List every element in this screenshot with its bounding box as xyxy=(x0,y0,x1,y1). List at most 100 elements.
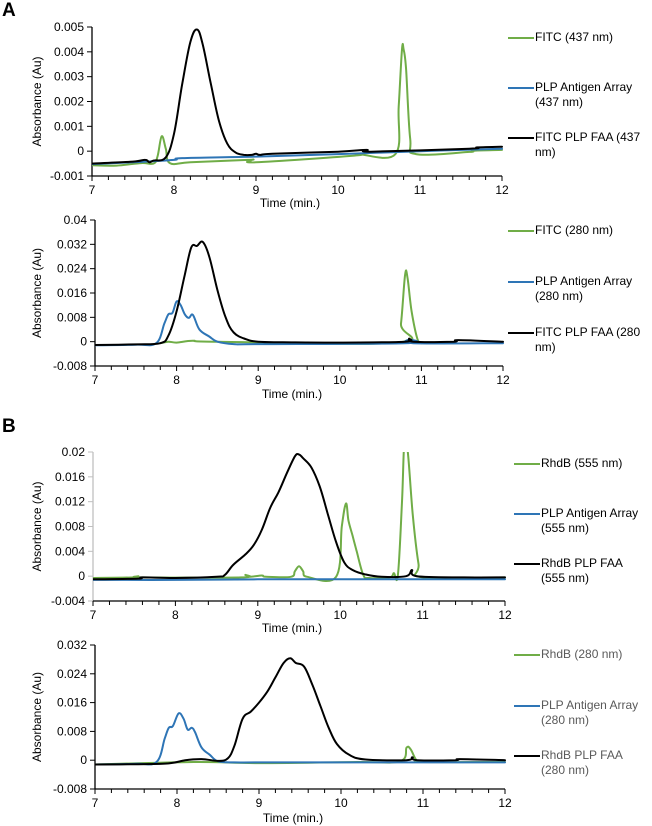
series-group xyxy=(95,657,506,766)
legend-item-faa-437: FITC PLP FAA (437 nm) xyxy=(508,130,652,160)
legend-label: PLP Antigen Array (555 nm) xyxy=(541,506,639,535)
series-line-blue xyxy=(95,712,506,766)
chart-b-280nm: -0.008 0 0.008 0.016 0.024 0.032 7 8 9 10 11 12 Time… xyxy=(30,638,512,825)
y-tick-label: 0.003 xyxy=(54,70,84,84)
legend-swatch-blue xyxy=(514,705,540,707)
legend-swatch-black xyxy=(514,563,540,565)
series-line-green xyxy=(92,42,503,167)
legend-label: PLP Antigen Array (437 nm) xyxy=(535,80,633,109)
legend-swatch-blue xyxy=(514,513,540,515)
x-tick-label: 11 xyxy=(414,183,427,197)
series-group xyxy=(95,240,504,347)
y-tick-label: 0.04 xyxy=(64,213,88,227)
y-tick-label: 0.008 xyxy=(55,520,85,534)
legend-item-plp-437: PLP Antigen Array (437 nm) xyxy=(508,80,652,110)
legend-label: FITC PLP FAA (437 nm) xyxy=(535,130,641,159)
y-tick-label: 0 xyxy=(80,335,87,349)
x-tick-label: 10 xyxy=(334,608,348,622)
y-tick-label: 0 xyxy=(78,569,85,583)
legend-swatch-black xyxy=(514,755,540,757)
x-tick-label: 9 xyxy=(254,608,261,622)
y-tick-label: 0.024 xyxy=(57,667,87,681)
x-tick-label: 10 xyxy=(334,796,348,810)
y-tick-label: 0.001 xyxy=(54,119,84,133)
x-tick-label: 12 xyxy=(498,796,512,810)
y-tick-label: 0.032 xyxy=(57,237,87,251)
x-tick-label: 12 xyxy=(495,183,509,197)
y-tick-label: 0 xyxy=(77,144,84,158)
legend-swatch-green xyxy=(514,654,540,656)
series-group xyxy=(93,452,506,583)
series-group xyxy=(92,28,503,167)
legend-item-plp-280b: PLP Antigen Array (280 nm) xyxy=(508,698,652,728)
legend-item-fitc-280: FITC (280 nm) xyxy=(508,223,652,238)
legend-swatch-black xyxy=(508,137,534,139)
legend-label: RhdB (555 nm) xyxy=(541,456,623,470)
legend-label: RhdB (280 nm) xyxy=(541,647,623,661)
panel-label-b: B xyxy=(2,416,16,437)
y-tick-label: 0 xyxy=(80,753,87,767)
x-tick-label: 7 xyxy=(92,796,99,810)
legend-item-faa-280b: RhdB PLP FAA (280 nm) xyxy=(508,748,652,778)
legend-swatch-green xyxy=(514,463,540,465)
x-tick-label: 8 xyxy=(173,373,180,387)
x-tick-label: 9 xyxy=(256,796,263,810)
series-line-black xyxy=(92,28,503,165)
legend-swatch-green xyxy=(508,37,534,39)
series-line-black xyxy=(95,240,504,346)
y-tick-label: -0.008 xyxy=(53,359,87,373)
y-tick-label: 0.016 xyxy=(57,696,87,710)
x-axis-title: Time (min.) xyxy=(262,621,322,635)
legend-label: FITC PLP FAA (280 nm) xyxy=(535,325,641,354)
legend-item-plp-280: PLP Antigen Array (280 nm) xyxy=(508,274,652,304)
panel-label-a: A xyxy=(2,0,16,21)
y-tick-label: -0.008 xyxy=(53,782,87,796)
legend-swatch-blue xyxy=(508,281,534,283)
y-axis-title: Absorbance (Au) xyxy=(30,248,44,338)
x-tick-label: 8 xyxy=(171,183,178,197)
legend-item-rhdb-555: RhdB (555 nm) xyxy=(508,456,652,471)
y-tick-label: 0.02 xyxy=(62,445,86,459)
legend-item-rhdb-280: RhdB (280 nm) xyxy=(508,647,652,662)
x-tick-label: 12 xyxy=(496,373,510,387)
chart-a-437nm: -0.001 0 0.001 0.002 0.003 0.004 0.005 7 8 9 10 11 1… xyxy=(30,20,509,210)
y-tick-label: 0.005 xyxy=(54,20,84,34)
series-line-black xyxy=(93,452,506,581)
x-tick-label: 8 xyxy=(174,796,181,810)
x-tick-label: 11 xyxy=(417,796,430,810)
legend-label: PLP Antigen Array (280 nm) xyxy=(535,274,633,303)
legend-label: RhdB PLP FAA (555 nm) xyxy=(541,556,623,585)
series-line-black xyxy=(95,657,506,766)
y-tick-label: 0.002 xyxy=(54,95,84,109)
legend-swatch-green xyxy=(508,230,534,232)
series-line-blue xyxy=(95,300,504,347)
x-tick-label: 9 xyxy=(255,373,262,387)
x-tick-label: 10 xyxy=(331,183,345,197)
legend-swatch-black xyxy=(508,332,534,334)
y-tick-label: 0.016 xyxy=(57,286,87,300)
legend-swatch-blue xyxy=(508,87,534,89)
y-tick-label: 0.004 xyxy=(54,45,84,59)
x-tick-label: 11 xyxy=(415,373,428,387)
legend-item-fitc-437: FITC (437 nm) xyxy=(508,30,652,45)
y-axis-title: Absorbance (Au) xyxy=(30,672,44,762)
x-axis-title: Time (min.) xyxy=(263,811,323,825)
y-tick-label: 0.032 xyxy=(57,638,87,652)
y-axis-title: Absorbance (Au) xyxy=(30,56,44,146)
x-tick-label: 10 xyxy=(333,373,347,387)
x-tick-label: 12 xyxy=(498,608,512,622)
series-line-blue xyxy=(93,578,506,581)
y-tick-label: 0.004 xyxy=(55,544,85,558)
x-tick-label: 9 xyxy=(253,183,260,197)
x-tick-label: 7 xyxy=(89,183,96,197)
y-axis-title: Absorbance (Au) xyxy=(30,481,44,571)
y-tick-label: -0.001 xyxy=(50,169,84,183)
legend-label: FITC (280 nm) xyxy=(535,223,614,237)
x-tick-label: 8 xyxy=(172,608,179,622)
legend-label: RhdB PLP FAA (280 nm) xyxy=(541,748,623,777)
legend-label: FITC (437 nm) xyxy=(535,30,614,44)
y-tick-label: -0.004 xyxy=(51,594,85,608)
x-axis-title: Time (min.) xyxy=(262,387,322,401)
chart-b-555nm: -0.004 0 0.004 0.008 0.012 0.016 0.02 7 8 9 10 11 12… xyxy=(30,445,512,635)
y-tick-label: 0.008 xyxy=(57,310,87,324)
